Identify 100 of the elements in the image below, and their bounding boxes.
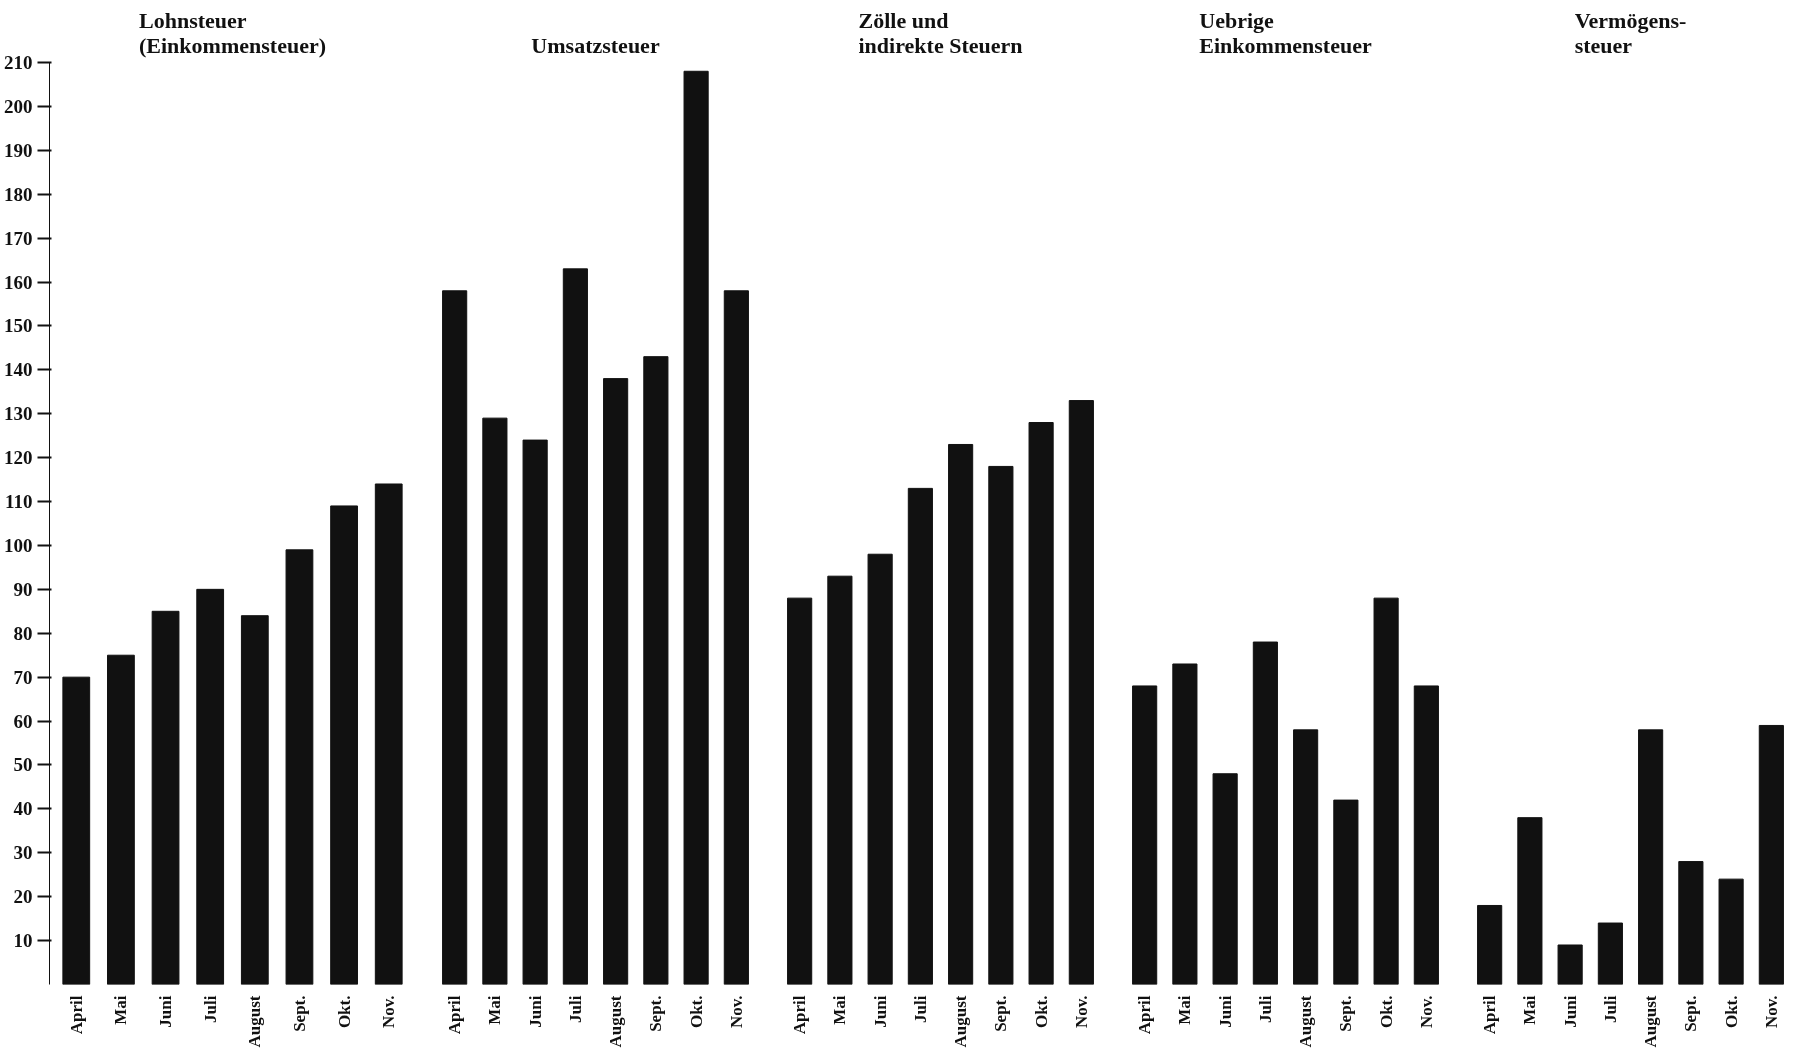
chart-title: Uebrige Einkommensteuer [1199,7,1372,58]
bar [482,417,508,985]
bar [643,356,669,985]
x-tick-label: Juli [910,995,930,1023]
y-tick-label: 180 [4,183,33,205]
y-tick-label: 110 [5,491,33,513]
bar [1597,922,1623,985]
bar [562,268,588,985]
bar [62,676,91,985]
bar [723,290,749,985]
x-tick-label: Sept. [1336,995,1356,1032]
x-tick-label: Juli [565,995,585,1023]
x-tick-label: August [951,995,971,1048]
bar [1758,724,1784,985]
bar [1132,685,1158,985]
x-tick-label: Sept. [1681,995,1701,1032]
bar [1477,904,1503,985]
bar [1252,641,1278,985]
bar [1678,861,1704,985]
bar [330,505,358,985]
bar [374,483,403,985]
y-tick-label: 70 [13,666,33,688]
y-tick-label: 60 [13,710,33,732]
y-tick-label: 150 [4,315,33,337]
x-tick-label: August [245,995,265,1048]
x-tick-label: Okt. [1031,995,1051,1029]
bar [285,549,314,985]
bar [827,575,853,985]
x-tick-label: Juli [200,995,220,1023]
bar [867,553,893,985]
bar [196,588,225,985]
y-tick-label: 90 [13,578,33,600]
bar [1333,799,1359,985]
x-tick-label: Nov. [1071,995,1091,1029]
x-tick-label: April [66,995,86,1035]
bar [1517,817,1543,985]
bar [522,439,548,985]
bar [948,443,974,985]
bar [1028,422,1054,985]
x-tick-label: April [445,995,465,1035]
x-tick-label: Juni [525,995,545,1028]
y-tick-label: 120 [4,447,33,469]
x-tick-label: April [1480,995,1500,1035]
x-tick-label: Juni [156,995,176,1028]
bar [907,487,933,985]
bar [1413,685,1439,985]
x-tick-label: Nov. [726,995,746,1029]
x-tick-label: April [1135,995,1155,1035]
bar [988,465,1014,985]
x-tick-label: Okt. [1721,995,1741,1029]
bar [1172,663,1198,985]
bar [787,597,813,985]
x-tick-label: April [790,995,810,1035]
y-tick-label: 80 [13,622,33,644]
x-tick-label: Sept. [646,995,666,1032]
x-tick-label: Mai [111,995,131,1025]
x-tick-label: August [1641,995,1661,1048]
bar [107,654,135,985]
chart-title: Vermögens- steuer [1574,7,1687,58]
x-tick-label: Mai [830,995,850,1025]
y-tick-label: 50 [13,754,33,776]
x-tick-label: Okt. [686,995,706,1029]
chart-title: Umsatzsteuer [531,32,660,58]
x-tick-label: Okt. [1376,995,1396,1029]
x-tick-label: Nov. [1761,995,1781,1029]
x-tick-label: Juli [1255,995,1275,1023]
y-tick-label: 190 [4,139,33,161]
y-tick-label: 140 [4,359,33,381]
x-tick-label: Sept. [991,995,1011,1032]
x-tick-label: Mai [1175,995,1195,1025]
x-tick-label: Okt. [334,995,354,1029]
bar [1638,729,1664,985]
y-tick-label: 20 [13,886,33,908]
x-tick-label: August [1296,995,1316,1048]
x-tick-label: Nov. [379,995,399,1029]
y-tick-label: 10 [13,930,33,952]
bar [1293,729,1319,985]
x-tick-label: Mai [1520,995,1540,1025]
bar [151,610,180,985]
y-tick-label: 170 [4,227,33,249]
x-tick-label: Juni [870,995,890,1028]
x-tick-label: Juli [1600,995,1620,1023]
y-tick-label: 100 [4,534,33,556]
bar [603,378,629,985]
chart-title: Zölle und indirekte Steuern [858,7,1023,58]
bar [1068,400,1094,985]
x-tick-label: Juni [1215,995,1235,1028]
x-tick-label: Juni [1560,995,1580,1028]
bar [1557,944,1583,985]
chart-title: Lohnsteuer (Einkommensteuer) [139,7,326,58]
y-tick-label: 210 [4,52,33,73]
y-tick-label: 200 [4,95,33,117]
x-tick-label: August [606,995,626,1048]
bar [1373,597,1399,985]
bar [442,290,468,985]
bar [683,70,709,985]
x-tick-label: Nov. [1416,995,1436,1029]
y-tick-label: 130 [4,403,33,425]
bar [1212,773,1238,985]
bar [1718,878,1744,985]
